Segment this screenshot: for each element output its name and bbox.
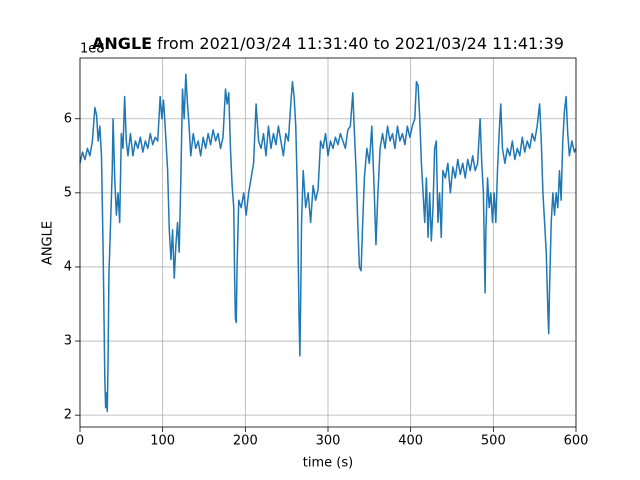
y-tick-label: 5 [64,185,72,200]
x-tick-label: 100 [150,434,175,449]
y-tick-label: 2 [64,408,72,423]
chart-title: ANGLE from 2021/03/24 11:31:40 to 2021/03… [92,34,564,53]
x-tick-label: 400 [398,434,423,449]
plot-frame [79,57,577,428]
x-tick-label: 600 [564,434,589,449]
y-tick-label: 6 [64,111,72,126]
x-tick-label: 300 [316,434,341,449]
x-tick-label: 200 [233,434,258,449]
title-bold: ANGLE [92,34,152,53]
title-rest: from 2021/03/24 11:31:40 to 2021/03/24 1… [157,34,564,53]
y-tick-label: 3 [64,334,72,349]
y-axis-label: ANGLE [41,221,56,265]
y-tick-label: 4 [64,259,72,274]
x-axis-label: time (s) [303,456,353,471]
y-offset-text: 1e8 [80,42,105,57]
x-tick-label: 500 [481,434,506,449]
x-tick-label: 0 [76,434,84,449]
data-line [79,73,577,413]
